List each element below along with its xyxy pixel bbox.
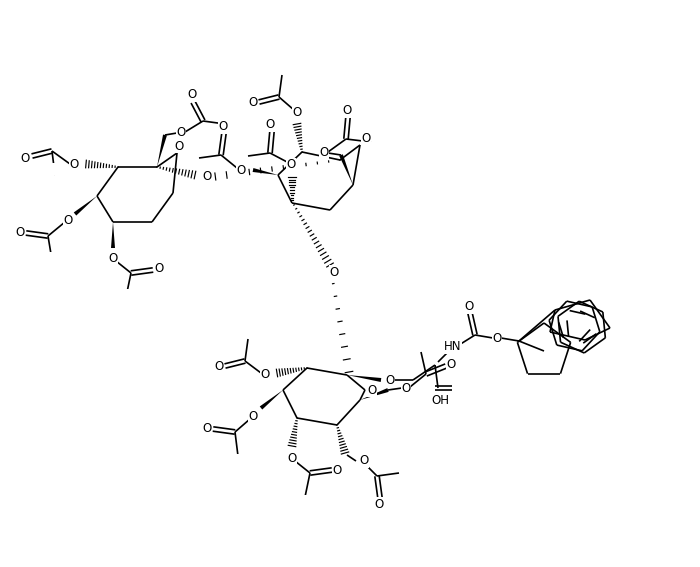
Text: O: O (124, 290, 132, 300)
Text: O: O (374, 497, 384, 510)
Text: O: O (237, 163, 246, 176)
Polygon shape (111, 222, 115, 248)
Text: O: O (50, 164, 58, 174)
Polygon shape (157, 134, 167, 167)
Text: O: O (401, 382, 411, 395)
Text: O: O (319, 146, 328, 159)
Text: O: O (64, 214, 73, 226)
Text: O: O (15, 226, 24, 239)
Text: O: O (386, 374, 395, 387)
Polygon shape (347, 375, 382, 382)
Text: O: O (302, 496, 312, 506)
Text: O: O (342, 104, 351, 117)
Bar (46, 163, 62, 175)
Polygon shape (339, 154, 353, 185)
Text: O: O (202, 171, 211, 184)
Bar (228, 454, 242, 466)
Text: O: O (265, 119, 274, 132)
Text: O: O (447, 358, 456, 370)
Text: O: O (69, 159, 78, 171)
Text: O: O (288, 451, 297, 464)
Bar (120, 289, 136, 301)
Text: O: O (368, 383, 377, 396)
Text: HN: HN (444, 341, 462, 353)
Text: O: O (202, 422, 211, 435)
Polygon shape (260, 390, 283, 409)
Text: O: O (218, 121, 228, 133)
Text: O: O (286, 159, 295, 171)
Text: O: O (361, 132, 370, 145)
Text: O: O (332, 463, 342, 476)
Polygon shape (74, 196, 97, 215)
Polygon shape (253, 168, 278, 175)
Bar (43, 252, 57, 264)
Text: O: O (492, 332, 502, 345)
Polygon shape (360, 388, 389, 400)
Text: O: O (188, 88, 197, 101)
Text: O: O (464, 301, 474, 314)
Text: O: O (260, 369, 270, 382)
Text: OH: OH (431, 395, 449, 408)
Text: O: O (214, 359, 223, 373)
Text: O: O (248, 409, 258, 422)
Text: O: O (176, 126, 186, 139)
Text: O: O (155, 263, 164, 276)
Text: O: O (248, 95, 258, 108)
Text: O: O (174, 139, 183, 153)
Text: O: O (230, 455, 239, 465)
Text: O: O (293, 105, 302, 119)
Text: O: O (330, 265, 339, 278)
Text: O: O (46, 253, 55, 263)
Bar (300, 495, 314, 507)
Text: O: O (108, 252, 118, 264)
Text: O: O (359, 455, 369, 468)
Text: O: O (20, 151, 29, 164)
